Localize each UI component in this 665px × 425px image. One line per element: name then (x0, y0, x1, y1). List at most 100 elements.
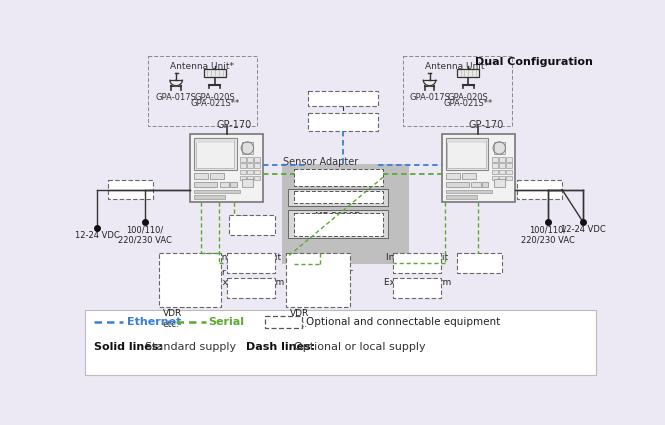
Text: GPA-020S: GPA-020S (194, 94, 235, 102)
FancyBboxPatch shape (499, 176, 505, 180)
FancyBboxPatch shape (190, 134, 263, 202)
FancyBboxPatch shape (308, 91, 378, 106)
Text: External Alarm
System: External Alarm System (384, 278, 451, 298)
FancyBboxPatch shape (499, 164, 505, 168)
FancyBboxPatch shape (492, 164, 497, 168)
Text: Radar
Echo Sounder
Speed Log
ECDIS
Autopilot
VDR
etc.: Radar Echo Sounder Speed Log ECDIS Autop… (163, 258, 225, 329)
FancyBboxPatch shape (247, 157, 253, 162)
FancyBboxPatch shape (403, 56, 511, 127)
FancyBboxPatch shape (241, 164, 246, 168)
Polygon shape (424, 80, 436, 86)
Text: Switching Hub: Switching Hub (310, 118, 376, 127)
FancyBboxPatch shape (241, 176, 246, 180)
FancyBboxPatch shape (448, 140, 486, 143)
FancyBboxPatch shape (255, 170, 260, 174)
FancyBboxPatch shape (159, 253, 221, 307)
Text: Interface Unit
IF-2503: Interface Unit IF-2503 (386, 253, 448, 272)
FancyBboxPatch shape (308, 113, 378, 131)
FancyBboxPatch shape (194, 195, 225, 199)
Text: GPA-020S: GPA-020S (448, 94, 489, 102)
Text: 100/110/
220/230 VAC: 100/110/ 220/230 VAC (118, 225, 172, 244)
FancyBboxPatch shape (448, 140, 486, 168)
FancyBboxPatch shape (517, 180, 562, 199)
FancyBboxPatch shape (294, 191, 383, 204)
Text: Standard supply: Standard supply (145, 342, 236, 351)
Text: Radar
Echo Sounder
Speed Log
ECDIS
Autopilot
VDR
etc.: Radar Echo Sounder Speed Log ECDIS Autop… (290, 258, 352, 329)
FancyBboxPatch shape (194, 173, 208, 179)
FancyBboxPatch shape (506, 176, 511, 180)
FancyBboxPatch shape (247, 164, 253, 168)
Text: 100/110/
220/230 VAC: 100/110/ 220/230 VAC (521, 225, 575, 244)
FancyBboxPatch shape (482, 182, 489, 187)
Text: HUB-100: HUB-100 (323, 124, 362, 133)
FancyBboxPatch shape (446, 173, 460, 179)
FancyBboxPatch shape (457, 253, 501, 273)
Text: Antenna Unit*: Antenna Unit* (426, 62, 489, 71)
Polygon shape (170, 80, 182, 86)
FancyBboxPatch shape (492, 176, 497, 180)
FancyBboxPatch shape (494, 179, 505, 187)
Text: 12-24 VDC: 12-24 VDC (74, 231, 120, 240)
Text: 12-24 VDC: 12-24 VDC (561, 225, 605, 234)
FancyBboxPatch shape (471, 182, 481, 187)
Text: Printer
PP-505FP: Printer PP-505FP (458, 253, 500, 272)
FancyBboxPatch shape (227, 253, 275, 273)
Text: Solid lines:: Solid lines: (94, 342, 163, 351)
Text: Ethernet: Ethernet (126, 317, 181, 327)
FancyBboxPatch shape (446, 195, 477, 199)
FancyBboxPatch shape (288, 210, 388, 238)
FancyBboxPatch shape (458, 69, 479, 77)
FancyBboxPatch shape (506, 170, 511, 174)
FancyBboxPatch shape (196, 140, 234, 168)
FancyBboxPatch shape (194, 190, 241, 193)
FancyBboxPatch shape (446, 138, 489, 170)
Text: Dash lines:: Dash lines: (246, 342, 315, 351)
FancyBboxPatch shape (393, 278, 441, 298)
FancyBboxPatch shape (446, 182, 469, 187)
Text: Optional and connectable equipment: Optional and connectable equipment (307, 317, 501, 327)
FancyBboxPatch shape (242, 179, 253, 187)
Text: Rectifier: Rectifier (110, 184, 151, 195)
Text: GPA-021S**: GPA-021S** (190, 99, 239, 108)
FancyBboxPatch shape (229, 215, 275, 235)
FancyBboxPatch shape (492, 157, 497, 162)
Text: External Alarm
System: External Alarm System (217, 278, 284, 298)
FancyBboxPatch shape (286, 253, 350, 307)
FancyBboxPatch shape (241, 157, 246, 162)
FancyBboxPatch shape (85, 310, 597, 375)
FancyBboxPatch shape (499, 170, 505, 174)
FancyBboxPatch shape (227, 278, 275, 298)
FancyBboxPatch shape (196, 140, 234, 143)
Text: Interface Unit
IF-2503: Interface Unit IF-2503 (219, 253, 281, 272)
FancyBboxPatch shape (499, 157, 505, 162)
Text: Sensor Adapter: Sensor Adapter (283, 157, 358, 167)
FancyBboxPatch shape (294, 169, 383, 186)
FancyBboxPatch shape (230, 182, 237, 187)
FancyBboxPatch shape (265, 316, 303, 328)
FancyBboxPatch shape (492, 170, 497, 174)
Circle shape (241, 142, 253, 154)
FancyBboxPatch shape (288, 189, 388, 206)
Text: Bridge Network: Bridge Network (307, 94, 378, 103)
Text: Rectifier: Rectifier (519, 184, 560, 195)
FancyBboxPatch shape (442, 134, 515, 202)
FancyBboxPatch shape (506, 157, 511, 162)
FancyBboxPatch shape (281, 164, 410, 264)
Text: GPA-021S**: GPA-021S** (444, 99, 493, 108)
FancyBboxPatch shape (294, 212, 383, 236)
Text: GP-170: GP-170 (217, 120, 252, 130)
Text: Serial: Serial (209, 317, 245, 327)
FancyBboxPatch shape (108, 180, 153, 199)
FancyBboxPatch shape (255, 157, 260, 162)
FancyBboxPatch shape (204, 69, 225, 77)
Text: GP-170: GP-170 (469, 120, 504, 130)
FancyBboxPatch shape (247, 170, 253, 174)
Text: GPA-017S: GPA-017S (409, 94, 450, 102)
Text: Dual Configuration: Dual Configuration (475, 57, 593, 67)
Text: MC-3010A: MC-3010A (315, 193, 361, 202)
FancyBboxPatch shape (446, 190, 492, 193)
FancyBboxPatch shape (210, 173, 224, 179)
FancyBboxPatch shape (255, 176, 260, 180)
FancyBboxPatch shape (241, 170, 246, 174)
FancyBboxPatch shape (148, 56, 257, 127)
